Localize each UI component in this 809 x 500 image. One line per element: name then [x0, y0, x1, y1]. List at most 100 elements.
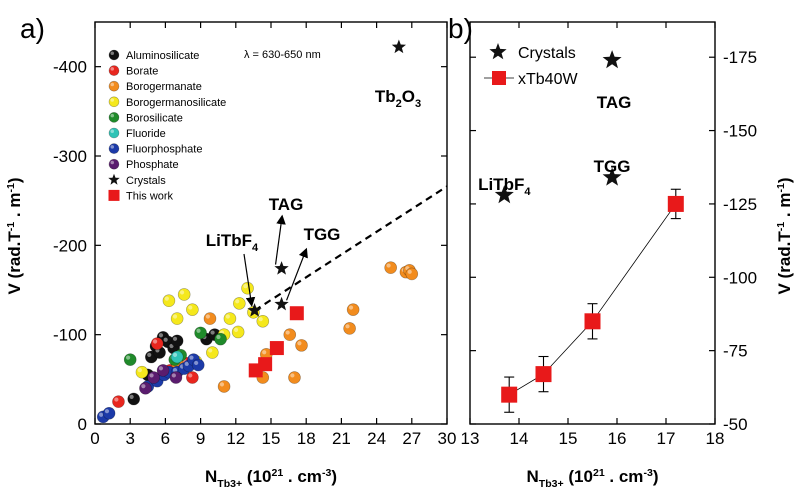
point-phosphate-shine: [171, 373, 176, 378]
legend-marker-borosilicate: [108, 112, 120, 123]
point-this-work: [258, 357, 273, 372]
point-aluminosilicate-shine: [169, 343, 174, 349]
legend-marker-phosphate: [108, 158, 120, 170]
point-borogermanosilicate: [170, 312, 184, 325]
point-borogermanate: [343, 322, 356, 335]
point-borogermanosilicate-shine: [225, 314, 230, 319]
point-borogermanosilicate: [177, 288, 191, 301]
point-borogermanosilicate-shine: [164, 296, 169, 301]
x-tick-label-a: 3: [125, 429, 134, 448]
point-crystals-b: [494, 185, 514, 204]
point-fluorphosphate-shine: [189, 355, 194, 360]
point-fluoride: [170, 350, 184, 364]
point-borosilicate: [194, 326, 207, 340]
point-borogermanosilicate-shine: [137, 367, 142, 373]
point-fluoride-shine: [172, 352, 178, 357]
point-aluminosilicate-shine: [210, 330, 215, 335]
point-this-work: [269, 341, 284, 356]
point-borogermanosilicate: [162, 294, 176, 308]
label-tag: TAG: [269, 195, 304, 214]
legend-marker-crystals: [108, 173, 120, 185]
legend-marker-xtb40w: [492, 71, 506, 85]
point-borogermanosilicate-shine: [258, 317, 263, 322]
y-tick-label-a: -300: [53, 147, 87, 166]
point-borogermanate-shine: [348, 305, 354, 310]
point-borogermanate-shine: [290, 373, 295, 378]
point-borogermanosilicate: [223, 312, 237, 325]
point-borogermanate-shine: [297, 341, 302, 346]
legend-marker-borogermanosilicate-shine: [110, 98, 114, 102]
x-tick-label-a: 6: [161, 429, 170, 448]
point-fluorphosphate-shine: [172, 367, 178, 373]
plot-frame-b: [469, 21, 716, 425]
point-crystals-b: [602, 50, 622, 69]
x-axis-title: NTb3+ (1021 . cm-3): [205, 467, 337, 490]
point-borate: [112, 395, 125, 408]
y-tick-label-a: 0: [78, 415, 87, 434]
arrow-tag: [274, 214, 286, 265]
point-phosphate-shine: [141, 384, 146, 389]
y-tick-label-b: -175: [723, 48, 757, 67]
point-xtb40w: [501, 386, 518, 403]
point-borogermanosilicate: [135, 365, 149, 379]
point-fluorphosphate-shine: [184, 361, 189, 366]
point-fluorphosphate: [102, 406, 116, 420]
point-borogermanosilicate-shine: [208, 348, 213, 353]
point-fluorphosphate-shine: [194, 360, 199, 366]
xtb40w-line: [508, 203, 677, 396]
point-aluminosilicate-shine: [158, 333, 164, 338]
point-aluminosilicate: [170, 334, 184, 348]
y-tick-label-a: -200: [53, 236, 87, 255]
point-borate-shine: [152, 339, 158, 344]
point-phosphate: [139, 381, 152, 395]
panel-label-b: b): [448, 13, 473, 44]
legend-label-phosphate: Phosphate: [126, 159, 179, 171]
y-tick-label-a: -400: [53, 58, 87, 77]
legend-marker-borosilicate-shine: [110, 113, 114, 118]
point-xtb40w: [535, 366, 552, 383]
x-tick-label-a: 9: [196, 429, 205, 448]
label-tag-b: TAG: [597, 93, 632, 112]
legend-label-fluoride: Fluoride: [126, 128, 166, 140]
point-borogermanate-shine: [205, 314, 210, 319]
point-borate-shine: [114, 397, 119, 402]
point-borogermanate-shine: [386, 263, 391, 268]
legend-marker-borate-shine: [110, 67, 114, 71]
x-tick-label-b: 14: [510, 429, 529, 448]
legend-label-xtb40w: xTb40W: [518, 71, 578, 88]
point-this-work: [289, 306, 304, 321]
point-borate-shine: [188, 373, 193, 378]
point-borogermanosilicate-shine: [172, 314, 178, 319]
point-phosphate-shine: [158, 366, 164, 371]
legend-label-borogermanate: Borogermanate: [126, 81, 202, 93]
legend-marker-fluoride-shine: [110, 129, 114, 133]
point-borogermanate: [384, 261, 397, 274]
wavelength-note: λ = 630-650 nm: [244, 49, 321, 61]
label-litbf4-b: LiTbF4: [478, 175, 531, 198]
point-aluminosilicate-shine: [147, 352, 152, 357]
point-fluorphosphate-shine: [99, 412, 104, 417]
point-borogermanosilicate-shine: [188, 305, 193, 310]
point-borogermanosilicate: [241, 281, 254, 295]
point-borosilicate-shine: [126, 355, 131, 360]
point-borogermanosilicate-shine: [235, 299, 240, 304]
legend-marker-borate: [108, 65, 120, 76]
point-borogermanate-shine: [345, 324, 350, 329]
point-fluorphosphate: [191, 358, 205, 372]
x-tick-label-b: 17: [657, 429, 676, 448]
point-borogermanate: [405, 267, 419, 281]
point-crystals: [247, 303, 262, 317]
point-borosilicate: [123, 353, 137, 366]
label-tgg-b: TGG: [594, 157, 631, 176]
legend-label-borosilicate: Borosilicate: [126, 112, 183, 124]
legend-marker-fluoride: [108, 127, 120, 139]
legend-marker-aluminosilicate: [108, 49, 120, 61]
point-borogermanosilicate-shine: [243, 284, 248, 289]
point-xtb40w: [584, 313, 601, 330]
arrow-tgg: [286, 247, 308, 301]
x-tick-label-a: 18: [297, 429, 316, 448]
legend-label-aluminosilicate: Aluminosilicate: [126, 50, 199, 62]
x-tick-label-a: 12: [226, 429, 245, 448]
point-borosilicate: [214, 332, 227, 346]
